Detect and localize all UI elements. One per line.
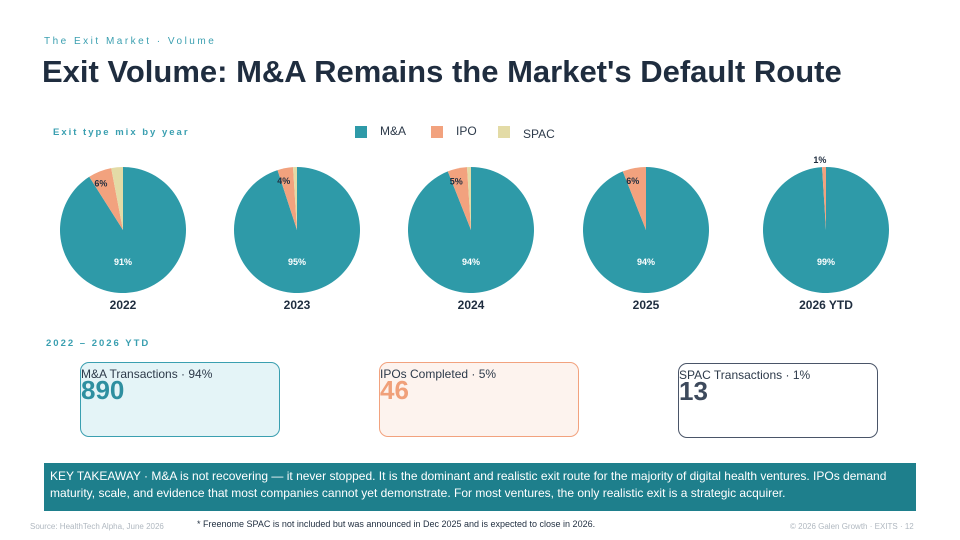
- stat-card: 890 M&A Transactions · 94%: [80, 362, 280, 437]
- kicker: The Exit Market · Volume: [44, 36, 217, 47]
- pie-slice: [622, 167, 646, 230]
- stat-label: SPAC Transactions · 1%: [679, 368, 811, 382]
- stat-label: IPOs Completed · 5%: [380, 367, 497, 381]
- data-label: 4%: [277, 176, 290, 186]
- stat-card: 13 SPAC Transactions · 1%: [678, 363, 878, 438]
- data-label: 6%: [94, 179, 107, 189]
- pie-slice: [822, 167, 826, 230]
- pie-title: 2022: [110, 298, 137, 312]
- pie-slice: [59, 167, 186, 294]
- data-label: 6%: [626, 176, 639, 186]
- data-label: 95%: [288, 257, 306, 267]
- pie-slice: [277, 167, 297, 230]
- pie-slice: [762, 167, 889, 293]
- pie-slice: [111, 167, 123, 230]
- pie-title: 2024: [458, 298, 485, 312]
- slide-title: Exit Volume: M&A Remains the Market's De…: [42, 54, 842, 89]
- legend-label: IPO: [456, 124, 477, 138]
- stat-value: 46: [380, 375, 409, 405]
- footer: © 2026 Galen Growth · EXITS · 12: [790, 522, 914, 531]
- pie-slice: [467, 167, 471, 230]
- data-label: 1%: [813, 155, 826, 165]
- pie-slice: [234, 167, 360, 294]
- stat-card: 46 IPOs Completed · 5%: [379, 362, 579, 437]
- key-takeaway: KEY TAKEAWAY · M&A is not recovering — i…: [44, 463, 916, 511]
- legend-swatch: [431, 126, 443, 138]
- data-label: 99%: [817, 257, 835, 267]
- pie-slice: [89, 168, 123, 230]
- pie-slice: [447, 167, 471, 230]
- legend-swatch: [355, 126, 367, 138]
- stat-label: M&A Transactions · 94%: [81, 367, 213, 381]
- section-label: 2022 – 2026 YTD: [46, 338, 151, 349]
- pie-title: 2023: [284, 298, 311, 312]
- stat-value: 890: [81, 375, 125, 405]
- data-label: 94%: [462, 257, 480, 267]
- section-label: Exit type mix by year: [53, 127, 190, 138]
- data-label: 5%: [450, 176, 463, 186]
- legend-label: SPAC: [523, 127, 555, 141]
- pie-slice: [293, 167, 297, 230]
- source: Source: HealthTech Alpha, June 2026: [30, 522, 164, 531]
- stat-value: 13: [679, 376, 708, 406]
- legend-label: M&A: [380, 124, 406, 138]
- legend-swatch: [498, 126, 510, 138]
- data-label: 94%: [637, 257, 655, 267]
- pie-title: 2025: [633, 298, 660, 312]
- pie-title: 2026 YTD: [799, 298, 853, 312]
- footnote: * Freenome SPAC is not included but was …: [197, 519, 596, 529]
- data-label: 91%: [114, 257, 132, 267]
